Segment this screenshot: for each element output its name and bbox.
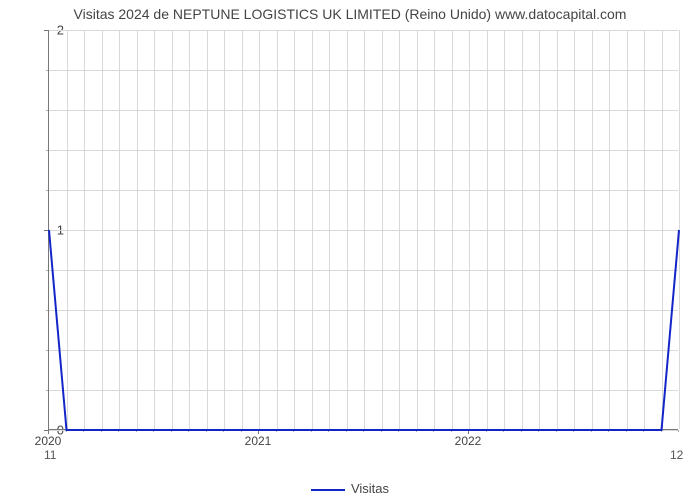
legend-swatch bbox=[311, 489, 345, 491]
legend: Visitas bbox=[0, 481, 700, 496]
x-tick-label: 2020 bbox=[35, 434, 62, 448]
x-tick-label: 2022 bbox=[455, 434, 482, 448]
legend-label: Visitas bbox=[351, 481, 389, 496]
chart-title: Visitas 2024 de NEPTUNE LOGISTICS UK LIM… bbox=[0, 6, 700, 22]
secondary-x-right: 12 bbox=[670, 448, 683, 462]
chart-container: Visitas 2024 de NEPTUNE LOGISTICS UK LIM… bbox=[0, 0, 700, 500]
x-tick-label: 2021 bbox=[245, 434, 272, 448]
plot-area bbox=[48, 30, 678, 430]
line-series bbox=[49, 30, 678, 429]
secondary-x-left: 11 bbox=[44, 448, 56, 462]
